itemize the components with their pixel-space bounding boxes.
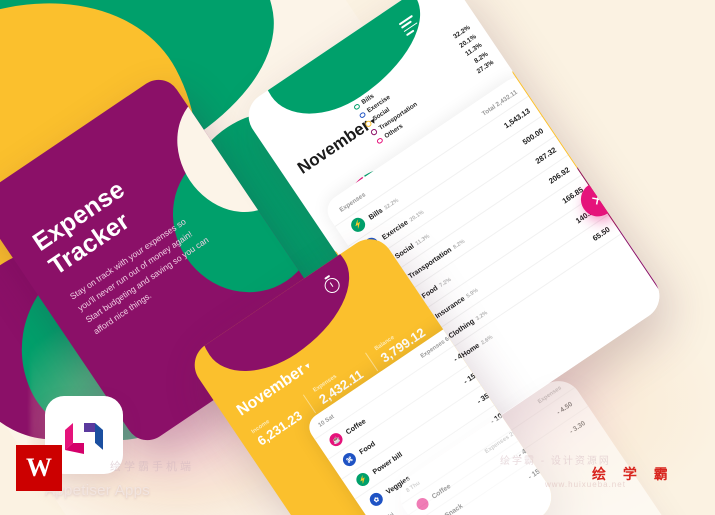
expense-category-amount: 65.50: [590, 224, 612, 243]
ghost-tx-amount: - 3.30: [568, 419, 587, 436]
phone-dashboard-screen: November▾ Bills Exercise Social Transpor…: [239, 0, 669, 442]
expense-category-name: Home: [459, 340, 482, 360]
veggies-icon: ✿: [367, 490, 386, 509]
legend-dot-bills: [352, 103, 361, 111]
chevron-down-icon: ▾: [303, 361, 313, 371]
stat-divider: [303, 394, 317, 414]
brand-name: Appetiser Apps: [45, 482, 151, 499]
watermark-cn-sub: 绘学霸 - 设计资源网: [500, 456, 611, 467]
coffee-icon: [414, 495, 431, 513]
expense-category-pct: 11.3%: [414, 233, 432, 248]
expense-category-name: Bills: [366, 205, 385, 222]
stat-divider: [364, 352, 378, 372]
watermark-letter: W: [26, 453, 52, 482]
expense-category-pct: 5.9%: [465, 287, 480, 300]
expense-category-pct: 2.6%: [480, 334, 495, 347]
expense-category-name: Food: [419, 283, 440, 301]
bills-icon: ⚡: [348, 215, 369, 235]
watermark-cn-top: 绘学霸手机端: [110, 461, 194, 473]
expense-category-pct: 8.2%: [452, 238, 467, 251]
legend-dot-transportation: [370, 128, 378, 137]
coffee-icon: ☕: [326, 430, 346, 449]
expense-category-pct: 32.2%: [383, 197, 400, 212]
app-logo-svg: [65, 423, 103, 454]
expense-category-pct: 3.2%: [474, 309, 489, 322]
expense-category-pct: 20.1%: [408, 209, 426, 224]
watermark-badge: W: [16, 445, 62, 491]
legend-dot-others: [375, 136, 384, 145]
food-icon: ⌘: [340, 450, 359, 469]
ghost-tx-amount: - 4.50: [555, 400, 574, 417]
chart-percentages: 32.2% 20.1% 11.3% 8.2% 27.3%: [452, 24, 495, 75]
power-icon: ⚡: [353, 470, 372, 489]
watermark-cn-sub2: www.huixueba.net: [545, 480, 626, 489]
watermark-cn: 绘 学 霸: [592, 467, 674, 483]
expense-category-pct: 7.2%: [438, 276, 453, 289]
